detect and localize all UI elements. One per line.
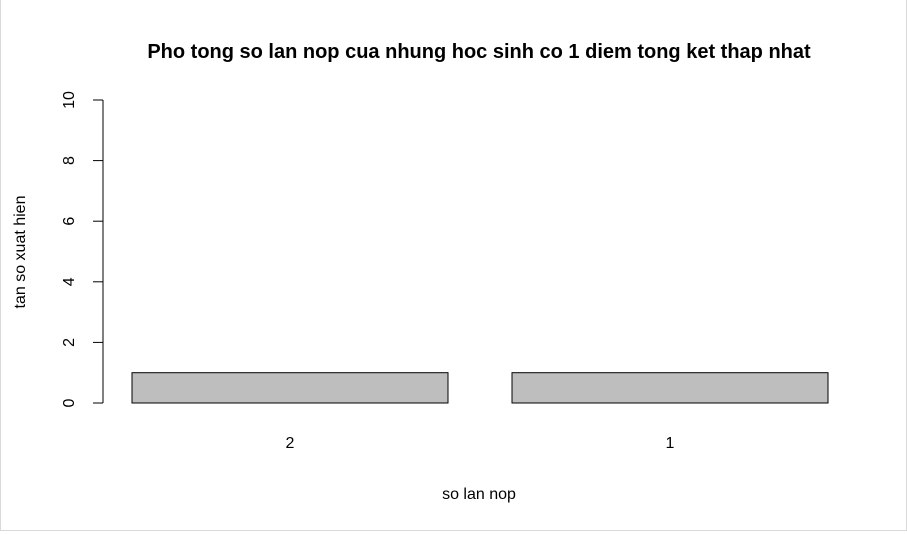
y-tick-label: 0 [61, 398, 78, 407]
y-tick-label: 2 [61, 338, 78, 347]
y-tick-label: 6 [61, 217, 78, 226]
y-axis: 0 2 4 6 8 10 [61, 91, 104, 407]
x-tick-label: 1 [666, 435, 675, 452]
chart-title: Pho tong so lan nop cua nhung hoc sinh c… [147, 41, 811, 63]
bar-1 [511, 372, 829, 404]
bar-2 [131, 372, 449, 404]
y-tick-label: 4 [61, 277, 78, 286]
y-tick-label: 10 [61, 91, 78, 109]
bars [131, 372, 829, 404]
y-axis-label: tan so xuat hien [12, 196, 29, 309]
y-ticks: 0 2 4 6 8 10 [61, 91, 103, 407]
x-axis-label: so lan nop [442, 486, 516, 503]
y-tick-label: 8 [61, 156, 78, 165]
x-tick-label: 2 [286, 435, 295, 452]
